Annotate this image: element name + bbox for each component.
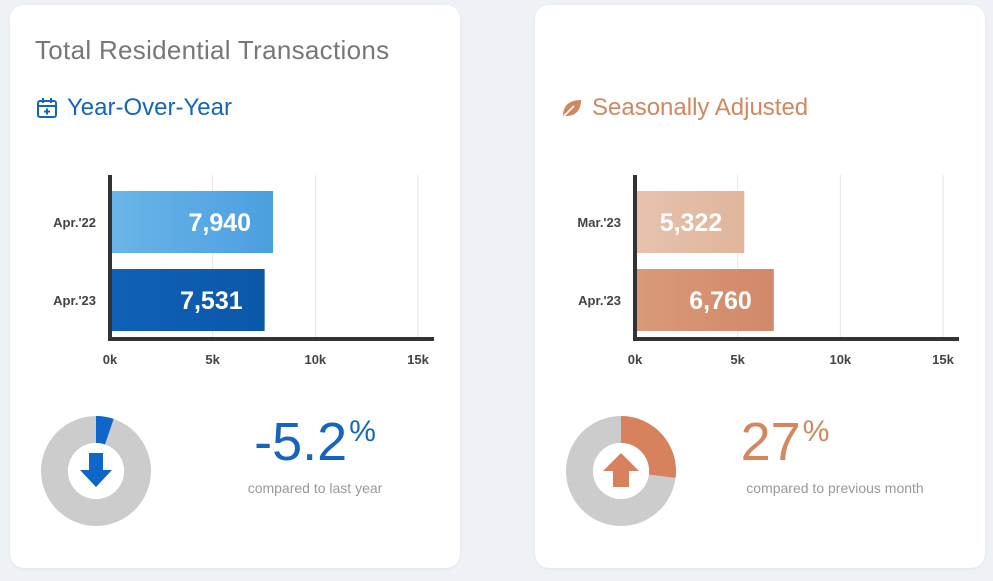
arrow-up-icon (603, 453, 639, 487)
x-tick-label: 10k (829, 352, 851, 367)
yoy-donut (41, 416, 151, 526)
section-title-yoy: Year-Over-Year (35, 94, 232, 122)
section-title-text: Seasonally Adjusted (592, 94, 809, 121)
card-title: Total Residential Transactions (35, 35, 390, 65)
x-tick-label: 5k (205, 352, 220, 367)
seasonal-kpi-subtitle: compared to previous month (746, 480, 924, 496)
seasonal-card: Seasonally Adjusted 5,322 Mar.'23 6,760 Apr… (535, 5, 985, 568)
bar-value-label: 6,760 (689, 287, 752, 315)
category-label: Mar.'23 (577, 215, 621, 230)
seasonal-kpi-value: 27% (740, 412, 830, 472)
category-label: Apr.'22 (53, 215, 96, 230)
bar (637, 191, 745, 253)
seasonal-bar-chart: 5,322 Mar.'23 6,760 Apr.'23 0k 5k 10k 15k (577, 175, 959, 367)
yoy-bar-chart: 7,940 Apr.'22 7,531 Apr.'23 0k 5k 10k 15k (53, 175, 434, 367)
seasonal-donut (566, 416, 676, 526)
section-title-seasonal: Seasonally Adjusted (560, 94, 808, 122)
x-tick-label: 15k (407, 352, 429, 367)
category-label: Apr.'23 (53, 293, 96, 308)
bar-value-label: 7,940 (188, 209, 251, 237)
leaf-icon (560, 96, 584, 120)
donut-segment (621, 416, 676, 478)
bar-value-label: 7,531 (180, 287, 243, 315)
section-title-text: Year-Over-Year (67, 94, 232, 121)
arrow-down-icon (80, 453, 112, 487)
yoy-kpi-subtitle: compared to last year (247, 480, 383, 496)
x-tick-label: 15k (932, 352, 954, 367)
x-tick-label: 10k (304, 352, 326, 367)
category-label: Apr.'23 (578, 293, 621, 308)
x-tick-label: 5k (730, 352, 745, 367)
calendar-plus-icon (35, 96, 59, 120)
yoy-card: Total Residential Transactions Year-Over… (10, 5, 460, 568)
bar (112, 191, 274, 253)
bar (637, 269, 774, 331)
bar-value-label: 5,322 (660, 209, 723, 237)
x-tick-label: 0k (628, 352, 643, 367)
donut-segment (96, 416, 114, 445)
yoy-kpi-value: -5.2% (254, 412, 376, 472)
bar (112, 269, 265, 331)
x-tick-label: 0k (103, 352, 118, 367)
